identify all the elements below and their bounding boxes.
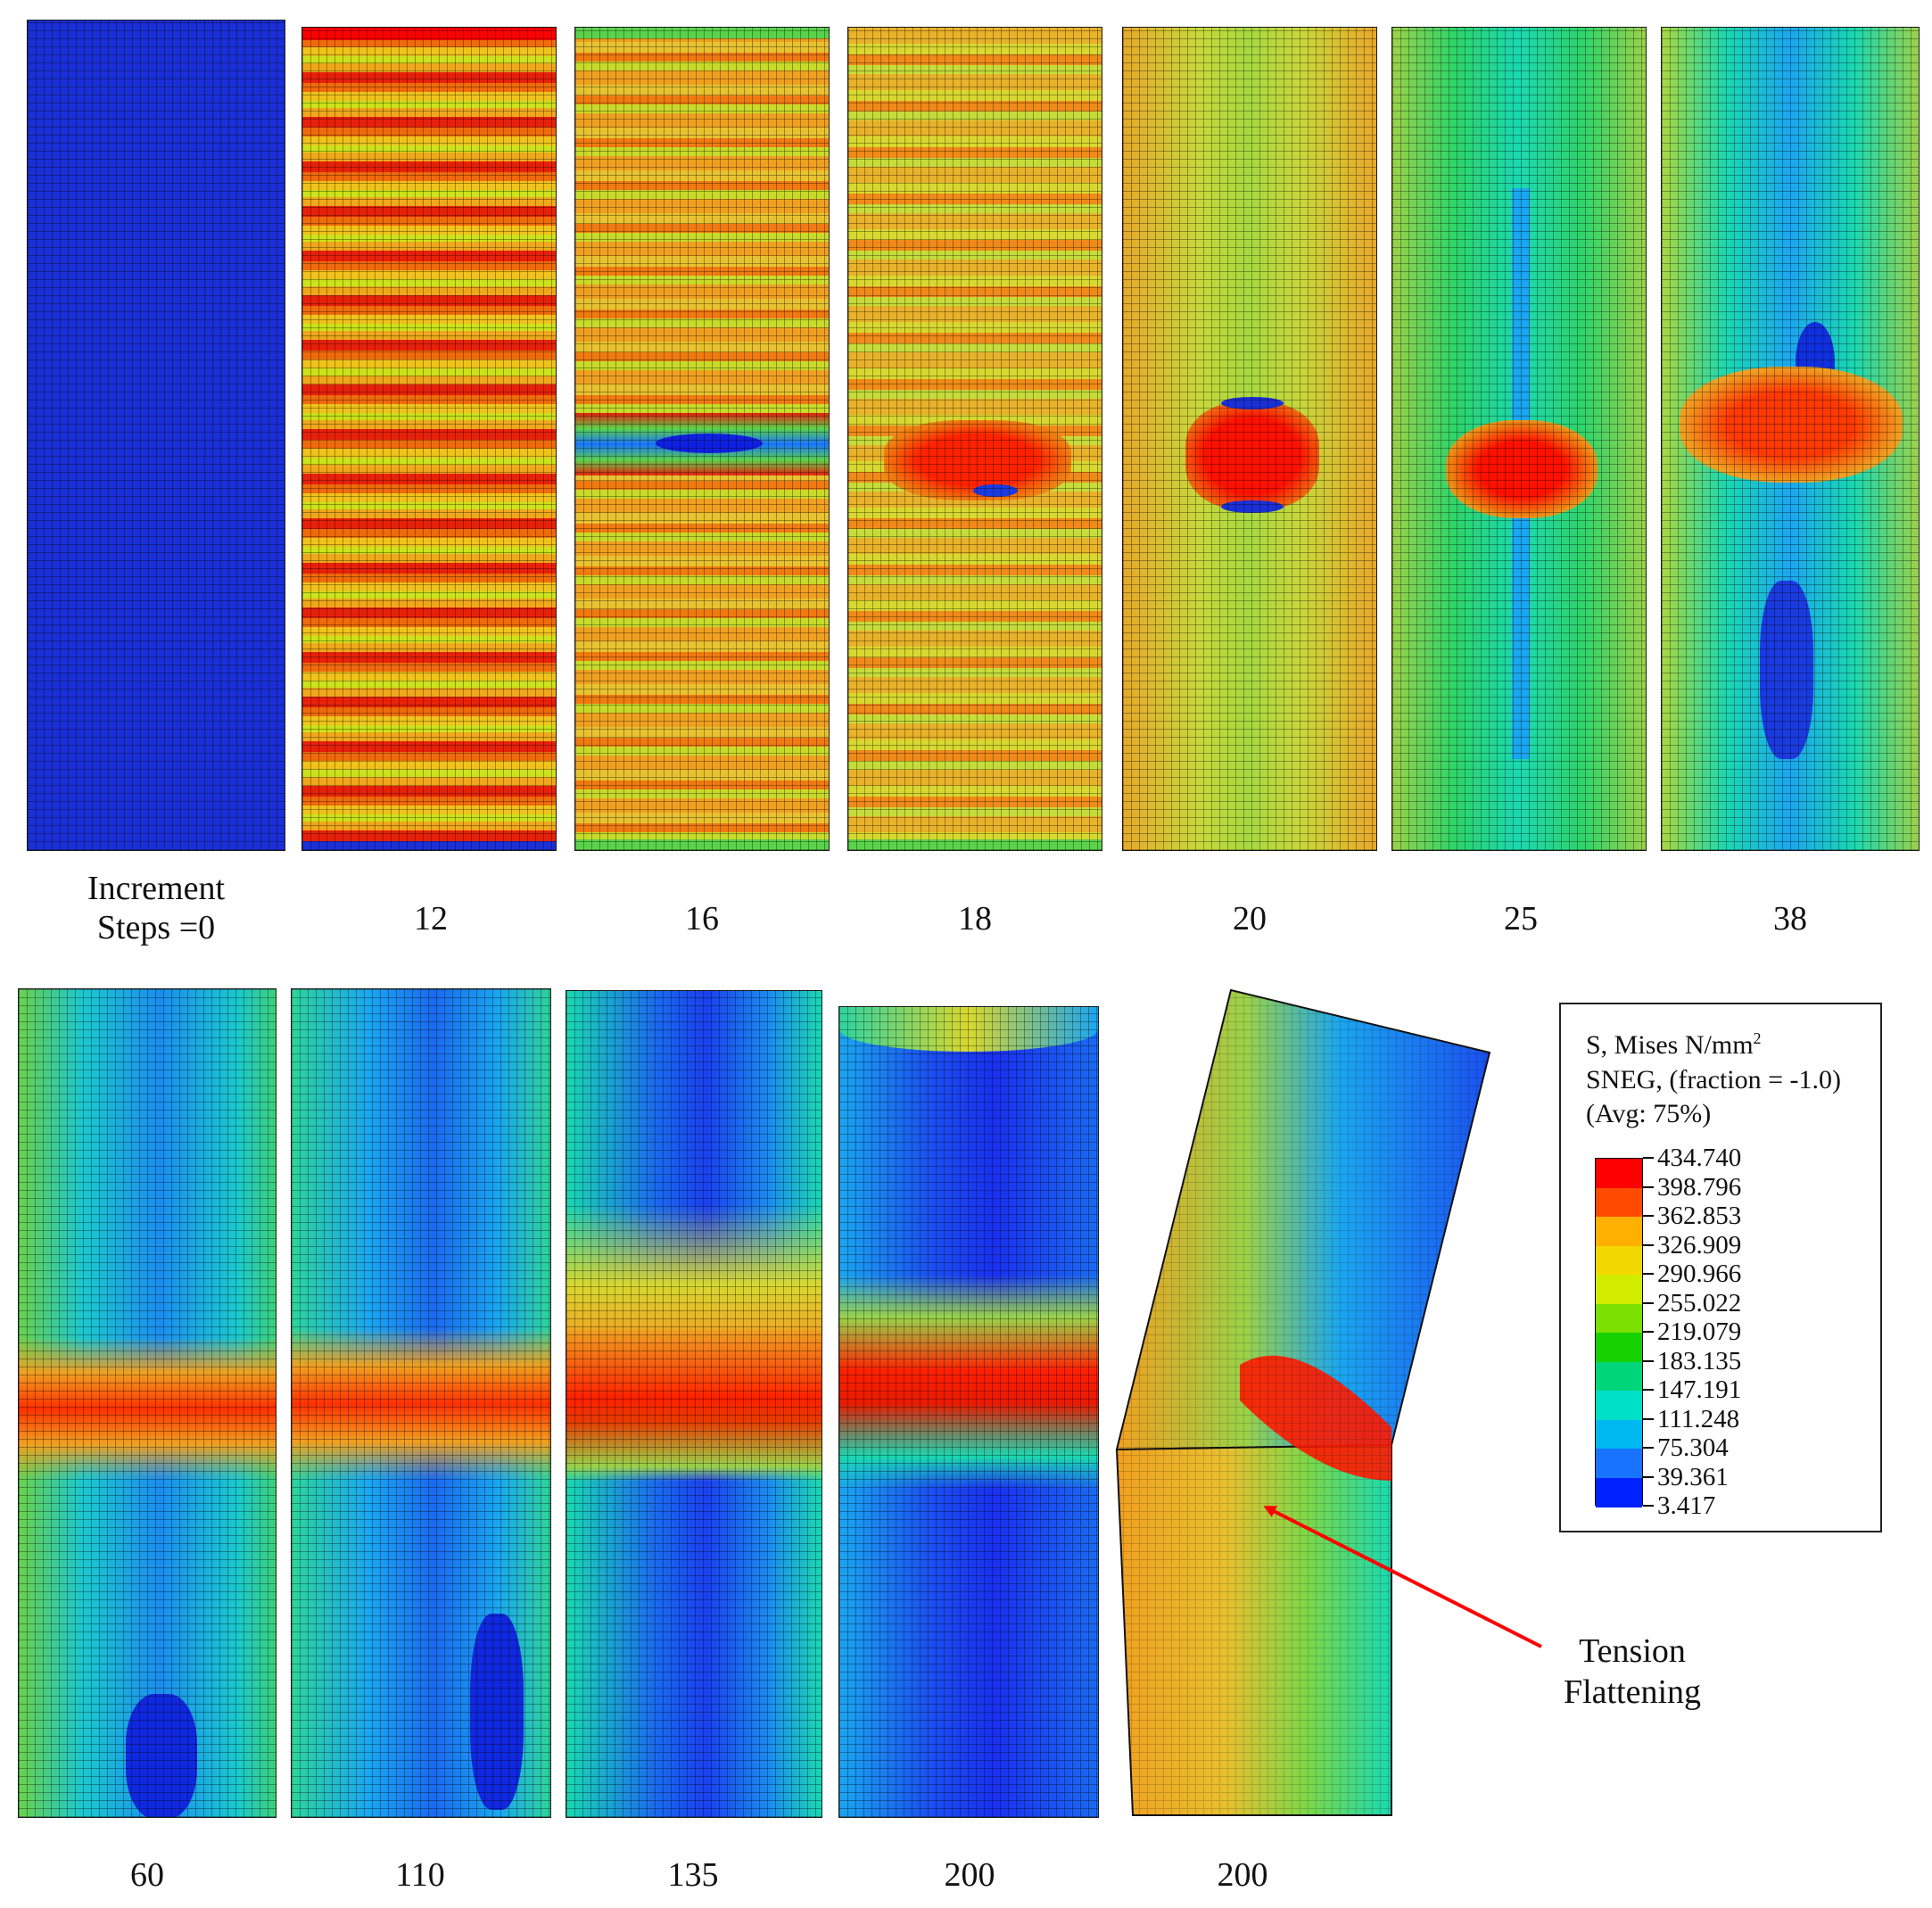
legend-title-line2: SNEG, (fraction = -1.0) [1586,1065,1842,1094]
caption-step-135: 135 [667,1856,719,1894]
legend-value: 111.248 [1657,1404,1740,1433]
legend-band [1596,1187,1642,1218]
legend-title-line3: (Avg: 75%) [1586,1099,1712,1128]
caption-step-60: 60 [130,1856,164,1894]
caption-step-12: 12 [414,900,448,937]
caption-step-110: 110 [395,1856,445,1894]
legend-value: 398.796 [1657,1172,1742,1202]
legend-value: 326.909 [1657,1230,1742,1260]
legend-band [1596,1245,1642,1276]
caption-step-25: 25 [1504,900,1538,937]
legend-value: 219.079 [1657,1317,1742,1346]
legend-band [1596,1303,1642,1334]
legend-value: 3.417 [1657,1491,1716,1520]
legend-tick [1643,1417,1654,1420]
legend-band [1596,1217,1642,1247]
legend-tick [1643,1331,1654,1333]
legend-band [1596,1477,1642,1507]
legend-tick [1643,1447,1654,1449]
legend-tick [1643,1243,1654,1246]
legend-tick [1643,1215,1654,1217]
legend-color-bar [1595,1158,1643,1507]
legend: S, Mises N/mm2 SNEG, (fraction = -1.0) (… [1559,1003,1882,1532]
legend-band [1596,1391,1642,1421]
legend-value: 39.361 [1657,1462,1729,1491]
legend-tick [1643,1359,1654,1362]
caption-step-200-bent: 200 [1217,1856,1268,1894]
legend-value: 255.022 [1657,1288,1742,1317]
legend-tick [1643,1389,1654,1391]
legend-band [1596,1419,1642,1450]
legend-tick [1643,1185,1654,1188]
caption-step-200: 200 [944,1856,995,1894]
caption-step-38: 38 [1773,900,1807,937]
legend-value: 362.853 [1657,1202,1742,1230]
legend-value: 75.304 [1657,1433,1729,1462]
legend-tick [1643,1505,1654,1507]
legend-tick [1643,1301,1654,1304]
legend-band [1596,1159,1642,1189]
legend-tick [1643,1273,1654,1275]
caption-step-16: 16 [685,900,719,937]
legend-tick [1643,1475,1654,1478]
legend-value: 183.135 [1657,1346,1742,1375]
legend-tick [1643,1157,1654,1159]
legend-value: 434.740 [1657,1144,1742,1172]
caption-step-0: Increment Steps =0 [87,870,226,946]
legend-value: 290.966 [1657,1260,1742,1288]
legend-value: 147.191 [1657,1375,1742,1404]
legend-band [1596,1333,1642,1363]
caption-step-20: 20 [1233,900,1267,937]
legend-title-line1: S, Mises N/mm2 [1586,1029,1762,1060]
legend-band [1596,1275,1642,1305]
caption-step-18: 18 [958,900,992,937]
annotation-label: Tension Flattening [1563,1632,1702,1711]
legend-band [1596,1361,1642,1392]
panel-step-200-bent [1115,988,1491,1816]
legend-band [1596,1449,1642,1479]
